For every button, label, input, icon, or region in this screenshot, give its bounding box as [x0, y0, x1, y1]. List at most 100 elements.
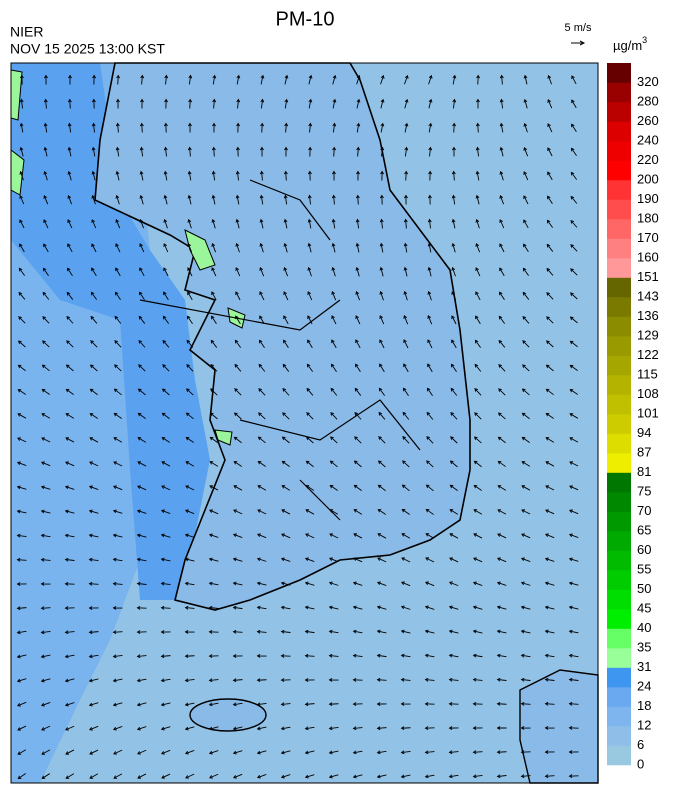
- wind-arrow: [426, 411, 434, 420]
- wind-arrow: [547, 195, 553, 205]
- wind-arrow: [522, 267, 529, 276]
- wind-arrow: [114, 364, 122, 372]
- wind-arrow: [208, 726, 219, 731]
- wind-arrow: [260, 146, 264, 157]
- wind-arrow: [328, 678, 339, 682]
- wind-arrow: [284, 74, 289, 85]
- wind-arrow: [259, 218, 264, 229]
- wind-arrow: [523, 219, 529, 229]
- wind-arrow: [570, 268, 578, 276]
- colorbar-label: 260: [637, 113, 659, 128]
- wind-arrow: [523, 171, 529, 181]
- wind-arrow: [523, 195, 529, 205]
- wind-arrow: [544, 701, 555, 706]
- wind-arrow: [448, 605, 459, 610]
- wind-arrow: [64, 509, 75, 514]
- wind-arrow: [545, 388, 554, 396]
- colorbar: 0 6 12 18 24 31 35 40 45 50 55 60 65 70 75 81 87 94 101 108…: [607, 63, 659, 771]
- wind-arrow: [545, 509, 555, 515]
- wind-arrow: [258, 412, 266, 420]
- wind-arrow: [64, 630, 75, 635]
- wind-arrow: [136, 678, 147, 683]
- wind-arrow: [89, 437, 99, 443]
- wind-arrow: [520, 774, 531, 779]
- wind-arrow: [89, 725, 99, 731]
- wind-arrow: [451, 266, 456, 277]
- title: PM-10: [276, 8, 335, 30]
- wind-arrow: [304, 581, 315, 586]
- wind-arrow: [451, 170, 456, 181]
- wind-arrow: [232, 678, 243, 683]
- wind-arrow: [329, 484, 338, 491]
- wind-arrow: [304, 605, 315, 610]
- wind-arrow: [43, 98, 48, 109]
- wind-arrow: [162, 339, 170, 348]
- wind-arrow: [376, 629, 387, 634]
- wind-arrow: [40, 606, 51, 611]
- wind-arrow: [496, 581, 507, 586]
- wind-arrow: [137, 388, 146, 396]
- wind-arrow: [427, 194, 432, 205]
- wind-arrow: [40, 582, 51, 586]
- unit-sup: 3: [642, 35, 647, 45]
- wind-arrow: [520, 726, 531, 730]
- wind-arrow: [184, 678, 195, 683]
- wind-arrow: [428, 122, 433, 133]
- wind-arrow: [499, 170, 504, 181]
- wind-arrow: [426, 387, 433, 396]
- wind-arrow: [160, 533, 171, 538]
- wind-arrow: [450, 387, 458, 396]
- wind-arrow: [472, 701, 483, 706]
- wind-arrow: [184, 533, 195, 538]
- wind-arrow: [474, 412, 482, 420]
- colorbar-segment: [607, 180, 631, 200]
- wind-arrow: [451, 194, 456, 205]
- wind-arrow: [379, 339, 385, 349]
- wind-arrow: [331, 315, 337, 325]
- wind-arrow: [280, 726, 291, 731]
- map-frame: [10, 62, 599, 784]
- wind-arrow: [208, 557, 219, 562]
- wind-arrow: [497, 412, 506, 420]
- wind-arrow: [379, 363, 385, 373]
- colorbar-segment: [607, 472, 631, 493]
- wind-arrow: [64, 581, 75, 586]
- wind-arrow: [380, 146, 385, 157]
- wind-arrow: [328, 774, 339, 779]
- colorbar-label: 65: [637, 522, 651, 537]
- wind-arrow: [139, 291, 145, 301]
- wind-arrow: [380, 122, 385, 133]
- wind-arrow: [427, 242, 432, 253]
- wind-arrow: [452, 122, 457, 133]
- wind-arrow: [17, 773, 26, 780]
- wind-arrow: [185, 412, 194, 420]
- wind-arrow: [281, 509, 291, 515]
- colorbar-label: 115: [637, 366, 658, 381]
- wind-arrow: [354, 387, 362, 396]
- wind-arrow: [424, 774, 435, 779]
- wind-arrow: [307, 218, 312, 229]
- wind-arrow: [352, 702, 363, 707]
- wind-arrow: [163, 122, 168, 133]
- colorbar-label: 101: [637, 405, 659, 420]
- wind-arrow: [496, 726, 507, 730]
- wind-arrow: [280, 605, 291, 610]
- wind-arrow: [64, 533, 75, 538]
- wind-arrow: [137, 773, 147, 779]
- wind-arrow: [88, 509, 99, 514]
- wind-arrow: [568, 581, 579, 586]
- wind-arrow: [332, 122, 337, 133]
- wind-arrow: [448, 629, 459, 634]
- wind-arrow: [164, 98, 169, 109]
- wind-arrow: [449, 509, 459, 515]
- wind-arrow: [235, 315, 241, 325]
- wind-arrow: [235, 170, 240, 181]
- wind-arrow: [18, 316, 26, 324]
- wind-arrow: [41, 725, 51, 731]
- wind-arrow: [352, 750, 363, 755]
- wind-arrow: [304, 629, 315, 634]
- wind-arrow: [66, 291, 74, 300]
- wind-arrow: [136, 533, 147, 538]
- wind-arrow: [520, 605, 531, 610]
- wind-arrow: [64, 702, 75, 707]
